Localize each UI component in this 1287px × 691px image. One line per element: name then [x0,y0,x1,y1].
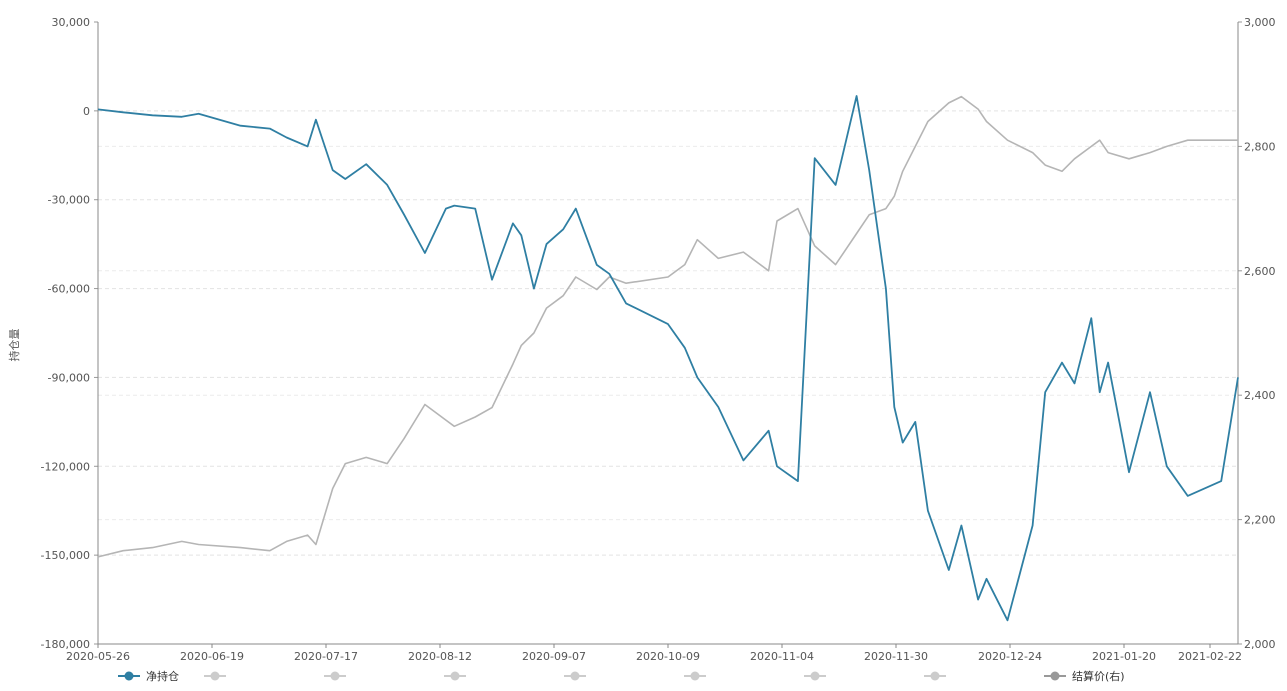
y-left-tick-label: -90,000 [48,371,90,384]
x-tick-label: 2020-12-24 [978,650,1042,663]
legend-item[interactable] [804,671,826,681]
legend-item[interactable] [564,671,586,681]
y-right-tick-label: 2,000 [1244,638,1276,651]
legend-marker [690,671,700,681]
x-tick-label: 2020-11-30 [864,650,928,663]
x-tick-label: 2020-09-07 [522,650,586,663]
legend-marker [210,671,220,681]
y-right-tick-label: 2,200 [1244,514,1276,527]
y-left-tick-label: -30,000 [48,194,90,207]
legend-item[interactable] [204,671,226,681]
net-position-series-line [97,95,1239,622]
x-tick-label: 2020-10-09 [636,650,700,663]
legend-marker [930,671,940,681]
x-tick-label: 2020-11-04 [750,650,814,663]
grid-lines [98,110,1238,556]
legend-marker [124,671,134,681]
legend-item[interactable]: 结算价(右) [1044,669,1125,683]
x-tick-label: 2020-06-19 [180,650,244,663]
x-tick-label: 2020-05-26 [66,650,130,663]
legend-item[interactable] [684,671,706,681]
series-layer [97,95,1239,622]
legend-marker [450,671,460,681]
legend: 净持仓 结算价(右) [118,669,1125,683]
axes: 30,000 0 -30,000 -60,000 -90,000 -120,000 -150… [41,16,1276,663]
x-tick-label: 2020-07-17 [294,650,358,663]
y-left-tick-label: 30,000 [52,16,91,29]
y-right-tick-label: 3,000 [1244,16,1276,29]
legend-item[interactable] [924,671,946,681]
y-left-tick-label: -60,000 [48,283,90,296]
legend-marker [1050,671,1060,681]
price-series-line [97,95,1238,558]
y-left-tick-label: -120,000 [41,460,90,473]
x-tick-label: 2021-02-22 [1178,650,1242,663]
y-right-tick-label: 2,400 [1244,389,1276,402]
legend-marker [810,671,820,681]
legend-item[interactable]: 净持仓 [118,669,179,683]
legend-item[interactable] [444,671,466,681]
legend-label: 净持仓 [146,669,179,683]
legend-marker [330,671,340,681]
y-axis-title: 持仓量 [7,329,21,362]
y-left-tick-label: -180,000 [41,638,90,651]
legend-label: 结算价(右) [1072,669,1125,683]
y-right-tick-label: 2,600 [1244,265,1276,278]
y-left-tick-label: -150,000 [41,549,90,562]
x-tick-label: 2021-01-20 [1092,650,1156,663]
y-right-tick-label: 2,800 [1244,140,1276,153]
legend-marker [570,671,580,681]
legend-item[interactable] [324,671,346,681]
x-tick-label: 2020-08-12 [408,650,472,663]
y-left-tick-label: 0 [83,105,90,118]
